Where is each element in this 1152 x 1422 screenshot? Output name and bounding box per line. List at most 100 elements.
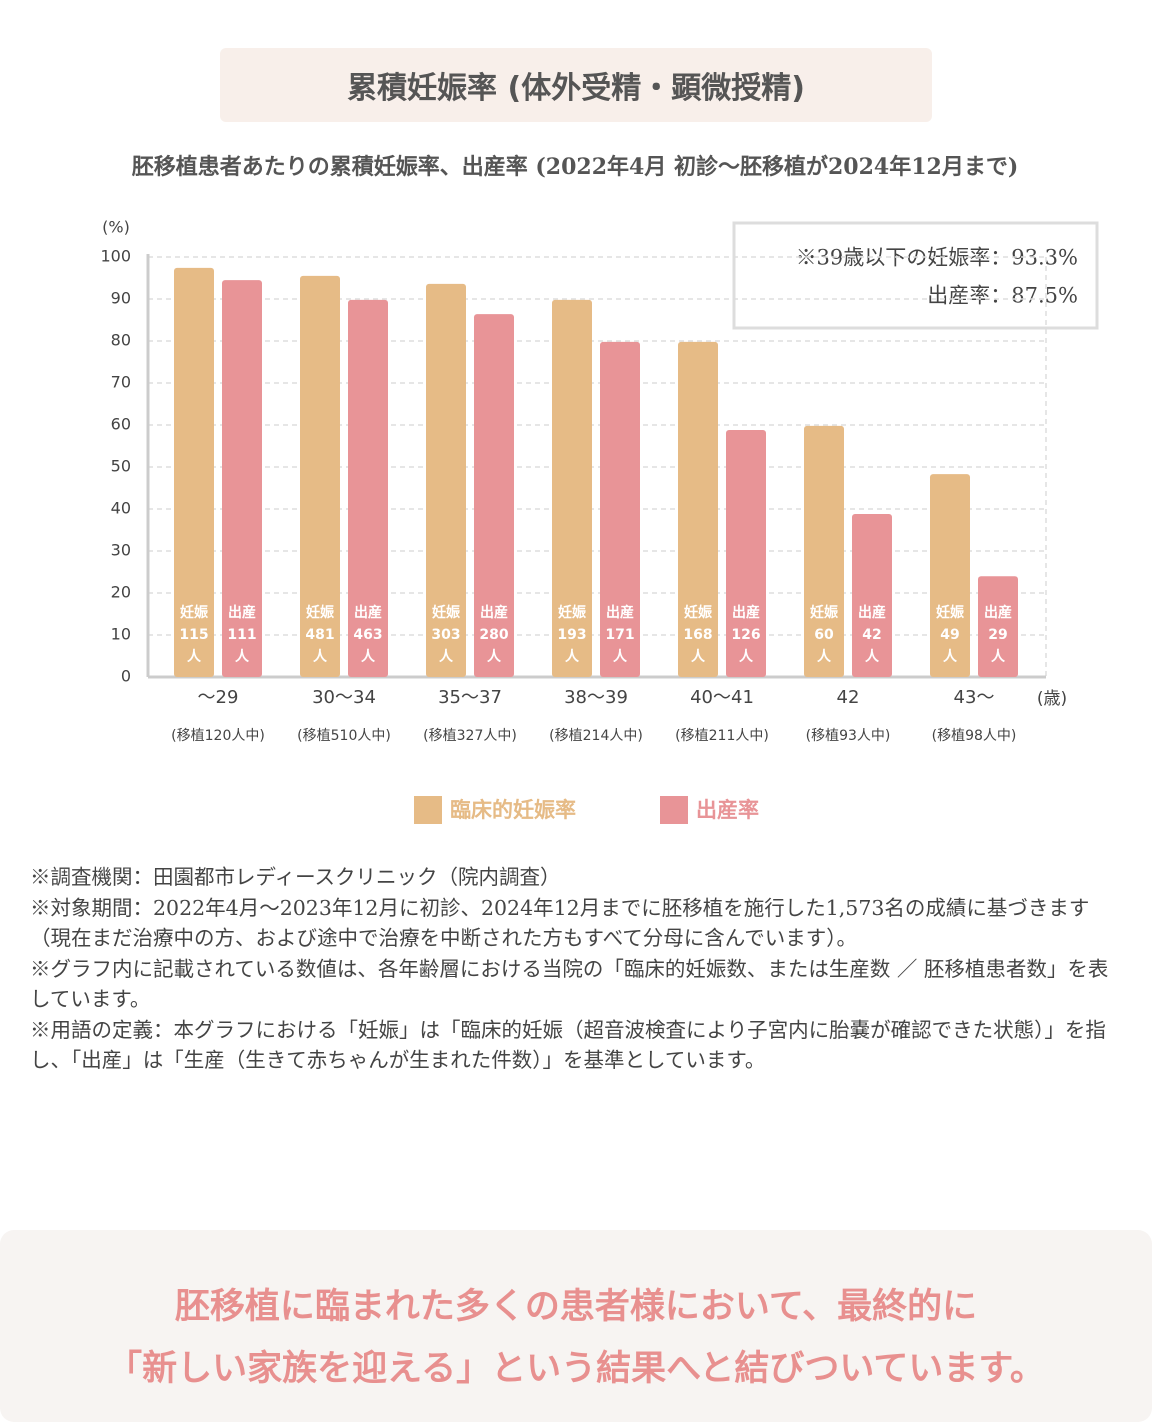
bar-label: 妊娠 [684,604,713,621]
category-note: (移植510人中) [297,728,391,744]
y-tick-label: 10 [111,625,131,644]
bar-count: 60 [814,627,834,643]
y-tick-label: 70 [111,373,131,392]
page-title: 累積妊娠率 (体外受精・顕微授精) [220,48,932,122]
category-note: (移植214人中) [549,728,643,744]
chart-title: 胚移植患者あたりの累積妊娠率、出産率 (2022年4月 初診～胚移植が2024年… [132,154,1019,180]
bar-label: 出産 [228,604,256,621]
y-tick-label: 20 [111,583,131,602]
notes: ※調査機関：田園都市レディースクリニック（院内調査） ※対象期間：2022年4月～… [30,862,1124,1076]
bar [552,299,592,677]
bar-unit: 人 [943,648,958,665]
x-tick-label: 42 [837,687,860,708]
y-tick-label: 30 [111,541,131,560]
legend-label: 臨床的妊娠率 [450,798,576,822]
annotation: ※39歳以下の妊娠率：93.3% [796,246,1078,270]
bar [852,514,892,677]
bar [930,474,970,677]
y-tick-label: 50 [111,457,131,476]
footer-line: 「新しい家族を迎える」という結果へと結びついています。 [107,1348,1045,1389]
bar-label: 妊娠 [432,604,461,621]
bar-count: 126 [731,627,760,643]
footer: 胚移植に臨まれた多くの患者様において、最終的に「新しい家族を迎える」という結果へ… [0,1230,1152,1422]
x-tick-label: ～29 [198,687,239,708]
bar [978,576,1018,677]
bar-count: 111 [227,627,256,643]
bar-count: 42 [862,627,881,643]
bar [804,425,844,677]
note: ※調査機関：田園都市レディースクリニック（院内調査） [30,865,561,889]
bar-count: 280 [479,627,508,643]
bar-count: 168 [683,627,712,643]
note: ※用語の定義：本グラフにおける「妊娠」は「臨床的妊娠（超音波検査により子宮内に胎… [30,1017,1106,1073]
legend-label: 出産率 [696,798,759,822]
chart: 胚移植患者あたりの累積妊娠率、出産率 (2022年4月 初診～胚移植が2024年… [100,154,1099,824]
y-tick-label: 90 [111,289,131,308]
bar [174,267,214,677]
legend-swatch [660,796,688,824]
bar-label: 妊娠 [810,604,839,621]
bar-unit: 人 [691,648,706,665]
bar-label: 妊娠 [936,604,965,621]
bar [426,283,466,677]
x-tick-label: 35～37 [438,687,502,708]
bar [222,280,262,677]
bar [726,430,766,677]
bar-unit: 人 [361,648,376,665]
bar-unit: 人 [487,648,502,665]
bar-count: 115 [179,627,208,643]
bar [678,341,718,677]
bar-count: 171 [605,627,634,643]
bar-count: 49 [940,627,959,643]
bar-unit: 人 [235,648,250,665]
bar-label: 出産 [354,604,382,621]
bar-count: 463 [353,627,382,643]
bar-unit: 人 [439,648,454,665]
bar-label: 妊娠 [180,604,209,621]
bar [600,341,640,677]
annotation-box [732,221,1099,330]
bar [300,275,340,677]
category-note: (移植327人中) [423,728,517,744]
x-tick-label: 40～41 [690,687,754,708]
bar-unit: 人 [187,648,202,665]
bar-count: 481 [305,627,334,643]
bar-unit: 人 [613,648,628,665]
bar-unit: 人 [565,648,580,665]
category-note: (移植211人中) [675,728,769,744]
x-axis-label: (歳) [1037,689,1067,709]
bar-unit: 人 [817,648,832,665]
bar-label: 出産 [732,604,760,621]
bar-label: 出産 [984,604,1012,621]
y-tick-label: 80 [111,331,131,350]
note: ※グラフ内に記載されている数値は、各年齢層における当院の「臨床的妊娠数、または生… [30,956,1109,1012]
y-tick-label: 40 [111,499,131,518]
legend-swatch [414,796,442,824]
bar-unit: 人 [865,648,880,665]
bar-unit: 人 [991,648,1006,665]
bar-count: 29 [988,627,1007,643]
bar-label: 出産 [480,604,508,621]
bar [474,314,514,677]
footer-line: 胚移植に臨まれた多くの患者様において、最終的に [174,1286,978,1327]
y-tick-label: 60 [111,415,131,434]
bar-label: 妊娠 [306,604,335,621]
bar-count: 193 [557,627,586,643]
category-note: (移植120人中) [171,728,265,744]
x-tick-label: 30～34 [312,687,376,708]
category-note: (移植93人中) [806,728,891,744]
bar-label: 出産 [858,604,886,621]
bar-unit: 人 [739,648,754,665]
bar-label: 出産 [606,604,634,621]
bar-count: 303 [431,627,460,643]
annotation: 出産率：87.5% [927,284,1078,308]
note: ※対象期間：2022年4月～2023年12月に初診、2024年12月までに胚移植… [30,895,1090,951]
bar-unit: 人 [313,648,328,665]
category-note: (移植98人中) [932,728,1017,744]
bar [348,299,388,677]
x-tick-label: 38～39 [564,687,628,708]
y-axis-label: (%) [102,218,130,237]
y-tick-label: 0 [121,667,131,686]
y-tick-label: 100 [100,247,131,266]
